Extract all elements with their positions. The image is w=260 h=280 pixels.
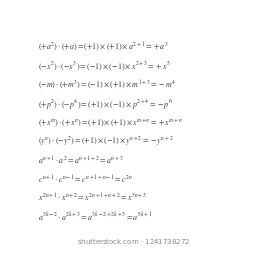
Text: $c^{n+1}\cdot c^{n-1}=c^{n+1+n-1}=c^{2n}$: $c^{n+1}\cdot c^{n-1}=c^{n+1+n-1}=c^{2n}… bbox=[37, 174, 133, 186]
Text: $x^{2n+1}\cdot x^{n+2}=x^{2n+1+n+2}=x^{3n+3}$: $x^{2n+1}\cdot x^{n+2}=x^{2n+1+n+2}=x^{3… bbox=[37, 192, 146, 204]
Text: $(-x^{2})\cdot(-x^{3})=(-1)\times(-1)\times x^{2+3}=+x^{5}$: $(-x^{2})\cdot(-x^{3})=(-1)\times(-1)\ti… bbox=[37, 60, 170, 73]
Text: $(+x^{m})\cdot(+x^{n})=(+1)\times(+1)\times x^{m+n}=+x^{m+n}$: $(+x^{m})\cdot(+x^{n})=(+1)\times(+1)\ti… bbox=[37, 116, 183, 129]
Text: $a^{3k-2}\cdot a^{2k+3}=a^{3k-2+2k+3}=a^{5k+1}$: $a^{3k-2}\cdot a^{2k+3}=a^{3k-2+2k+3}=a^… bbox=[37, 211, 152, 223]
Text: $(+a^{2})\cdot(+a)=(+1)\times(+1)\times a^{2+1}=+a^{3}$: $(+a^{2})\cdot(+a)=(+1)\times(+1)\times … bbox=[37, 41, 168, 54]
Text: $(y^{n})\cdot(-y^{2})=(+1)\times(-1)\times y^{n+2}=-y^{n+2}$: $(y^{n})\cdot(-y^{2})=(+1)\times(-1)\tim… bbox=[37, 135, 173, 148]
Text: shutterstock.com $\cdot$ 1241738272: shutterstock.com $\cdot$ 1241738272 bbox=[76, 237, 190, 246]
Text: $(+p^{2})\cdot(-p^{4})=(+1)\times(-1)\times p^{2+4}=-p^{6}$: $(+p^{2})\cdot(-p^{4})=(+1)\times(-1)\ti… bbox=[37, 97, 173, 111]
Text: $a^{n+1}\cdot a^{2}=a^{n+1+2}=a^{n+3}$: $a^{n+1}\cdot a^{2}=a^{n+1+2}=a^{n+3}$ bbox=[37, 155, 123, 167]
Text: $(-m)\cdot(+m^{3})=(-1)\times(+1)\times m^{1+3}=-m^{4}$: $(-m)\cdot(+m^{3})=(-1)\times(+1)\times … bbox=[37, 79, 176, 92]
